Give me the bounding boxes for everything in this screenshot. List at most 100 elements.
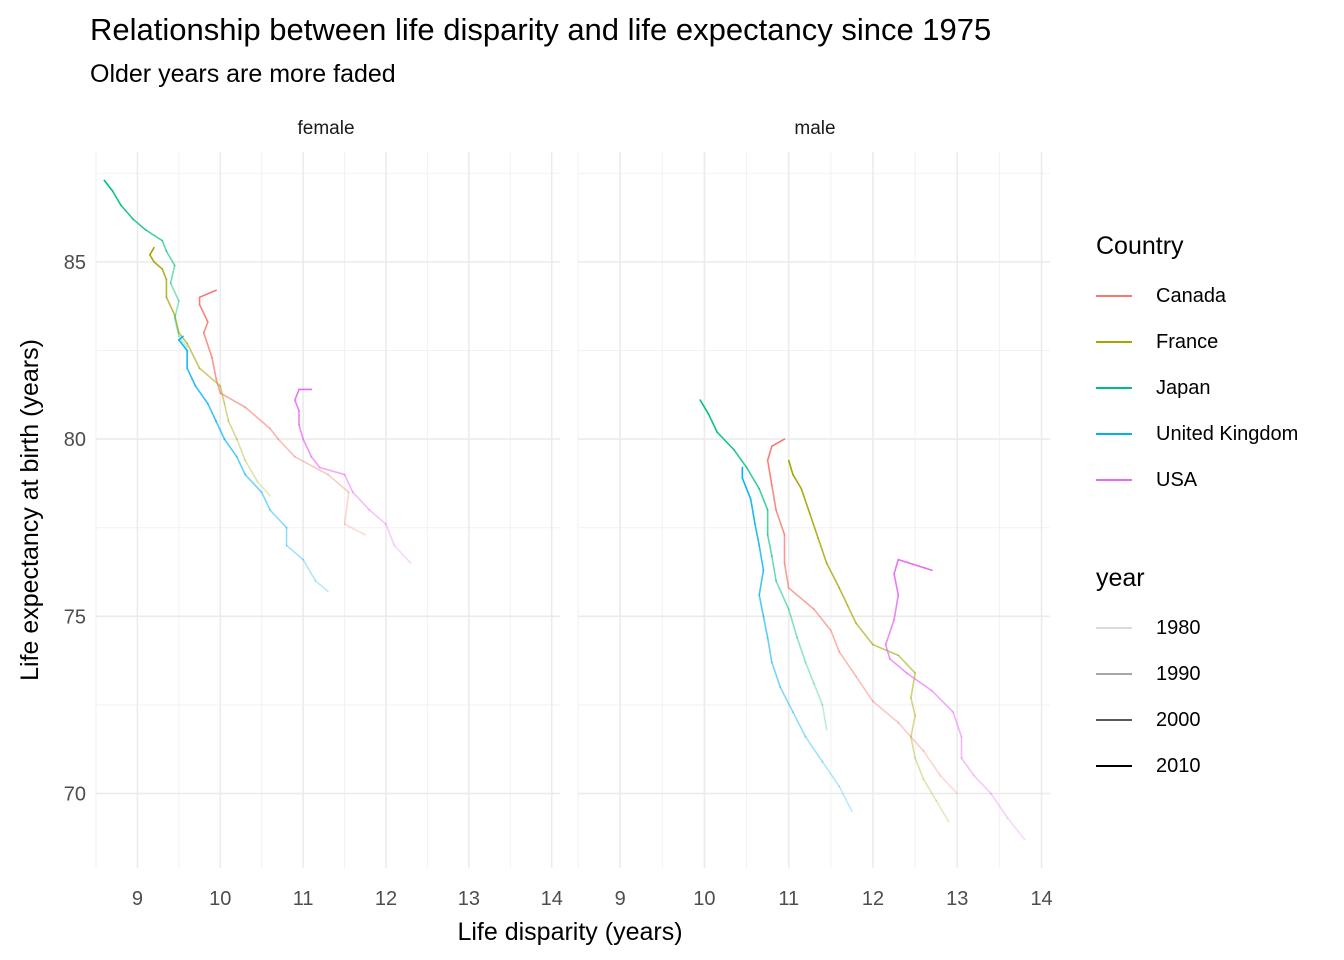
series-segment-usa [893, 558, 900, 575]
series-segment-usa [884, 619, 895, 646]
series-segment-japan [707, 413, 718, 433]
series-segment-france [910, 672, 916, 699]
series-segment-japan [165, 250, 176, 267]
series-segment-france [178, 331, 188, 345]
series-segment-usa [318, 466, 346, 476]
series-segment-united-kingdom [741, 477, 752, 501]
series-segment-france [186, 342, 201, 370]
series-segment-united-kingdom [269, 509, 288, 529]
series-segment-france [165, 296, 176, 316]
series-segment-united-kingdom [285, 544, 304, 561]
legend-label: 1980 [1156, 616, 1201, 639]
series-segment-france [935, 799, 950, 823]
series-segment-japan [161, 239, 168, 253]
series-segment-france [846, 604, 857, 625]
series-segment-japan [132, 218, 147, 231]
series-segment-usa [952, 711, 963, 738]
legend-label: 2010 [1156, 754, 1201, 777]
y-tick-label: 75 [64, 606, 86, 628]
series-segment-france [149, 246, 155, 256]
legend-label: France [1156, 330, 1219, 353]
series-segment-canada [838, 650, 857, 678]
series-segment-canada [244, 406, 271, 430]
series-segment-france [910, 736, 916, 759]
series-segment-canada [766, 445, 773, 462]
legend-key [1096, 295, 1132, 297]
facet-label-male: male [794, 118, 836, 139]
series-segment-usa [893, 573, 900, 596]
series-segment-france [872, 643, 900, 657]
chart-title: Relationship between life disparity and … [90, 12, 992, 47]
series-segment-japan [111, 190, 122, 206]
series-segment-usa [385, 523, 396, 547]
series-segment-japan [796, 636, 807, 664]
series-segment-usa [884, 643, 891, 660]
series-segment-canada [202, 331, 213, 359]
series-segment-france [256, 480, 271, 497]
series-segment-usa [893, 594, 900, 621]
series-segment-canada [855, 675, 874, 703]
series-segment-united-kingdom [792, 711, 807, 738]
series-segment-united-kingdom [771, 661, 782, 689]
series-segment-united-kingdom [821, 760, 841, 788]
series-segment-usa [294, 388, 300, 401]
series-segment-canada [215, 378, 222, 394]
year-legend-title: year [1096, 564, 1145, 592]
series-segment-united-kingdom [207, 402, 217, 423]
series-segment-france [910, 697, 916, 717]
x-tick-label: 11 [778, 888, 799, 910]
series-segment-usa [960, 757, 975, 777]
x-tick-label: 9 [615, 888, 626, 910]
series-segment-usa [294, 399, 300, 412]
series-segment-france [897, 654, 916, 674]
legend-item-japan: Japan [1096, 365, 1298, 411]
series-segment-france [219, 385, 226, 405]
series-segment-france [792, 473, 803, 490]
series-segment-usa [298, 424, 304, 440]
series-segment-japan [120, 204, 135, 221]
series-segment-france [808, 512, 820, 540]
series-segment-usa [343, 473, 354, 494]
series-segment-japan [775, 580, 790, 611]
series-segment-japan [766, 534, 773, 557]
legend-item-year-2010: 2010 [1096, 743, 1201, 789]
legend-label: 2000 [1156, 708, 1201, 731]
series-segment-canada [211, 356, 217, 380]
legend-label: 1990 [1156, 662, 1201, 685]
legend-key [1096, 479, 1132, 481]
series-segment-united-kingdom [749, 498, 756, 525]
series-segment-france [236, 438, 246, 462]
x-axis-title: Life disparity (years) [457, 918, 682, 946]
legend-item-usa: USA [1096, 457, 1298, 503]
series-segment-canada [198, 303, 209, 323]
series-segment-japan [716, 431, 735, 451]
series-segment-canada [813, 608, 832, 632]
x-tick-label: 13 [458, 888, 480, 910]
series-segment-france [922, 778, 938, 802]
series-segment-united-kingdom [178, 339, 188, 352]
series-segment-usa [990, 792, 1009, 820]
series-segment-japan [813, 682, 824, 706]
series-segment-united-kingdom [838, 785, 853, 813]
series-segment-usa [889, 658, 908, 674]
series-segment-japan [771, 555, 777, 582]
series-segment-canada [219, 392, 246, 409]
series-segment-france [825, 562, 841, 589]
legend-item-canada: Canada [1096, 273, 1298, 319]
series-segment-japan [821, 704, 828, 731]
legend-key [1096, 341, 1132, 343]
series-segment-france [198, 367, 222, 387]
series-segment-united-kingdom [762, 615, 769, 639]
series-segment-japan [699, 399, 710, 416]
series-segment-canada [775, 509, 786, 536]
y-tick-label: 80 [64, 429, 86, 451]
series-segment-france [149, 253, 155, 263]
legend-label: USA [1156, 468, 1198, 491]
x-tick-label: 14 [541, 888, 563, 910]
series-segment-united-kingdom [223, 438, 238, 458]
series-segment-canada [198, 289, 217, 299]
series-segment-france [223, 402, 230, 423]
series-segment-canada [897, 721, 925, 752]
series-segment-france [227, 420, 238, 440]
